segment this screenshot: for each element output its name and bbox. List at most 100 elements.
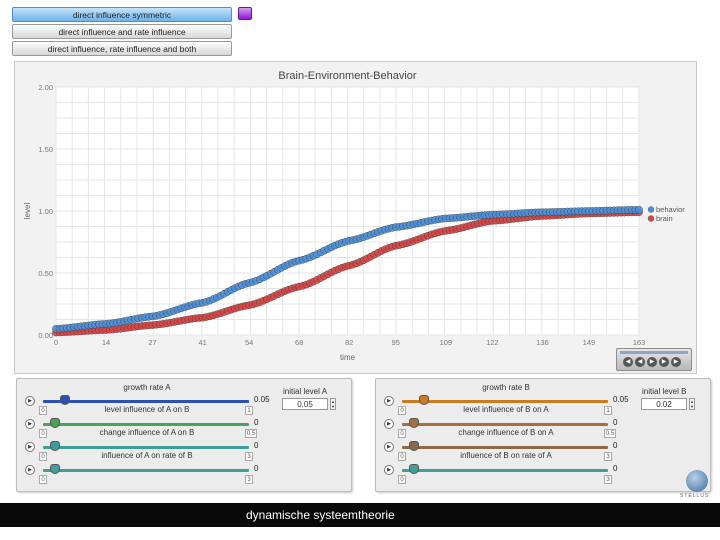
mode-direct-influence-symmetric-button[interactable]: direct influence symmetric	[12, 7, 232, 22]
mode-direct-and-rate-influence-button[interactable]: direct influence and rate influence	[12, 24, 232, 39]
footer-title: dynamische systeemtheorie	[246, 508, 395, 522]
x-tick-label: 14	[102, 338, 110, 347]
b-slider-3-play-icon[interactable]: ▶	[384, 442, 394, 452]
b-slider-3-track[interactable]	[402, 446, 608, 449]
initial-level-b-spinner[interactable]: ▲ ▼	[689, 398, 695, 410]
x-tick-label: 109	[440, 338, 453, 347]
y-tick-label: 2.00	[38, 83, 53, 92]
b-slider-3-thumb[interactable]	[409, 441, 419, 451]
stellus-logo-icon	[686, 470, 708, 492]
b-slider-1-thumb[interactable]	[418, 395, 429, 405]
x-axis-label: time	[340, 353, 356, 362]
x-tick-label: 163	[633, 338, 646, 347]
controls-panel-a: growth rate A initial level A 0.05 ▲ ▼ ▶ 0…	[16, 378, 352, 492]
b-slider-2-min: 0	[398, 429, 406, 438]
a-slider-2-value: 0	[254, 418, 259, 427]
b-slider-1-play-icon[interactable]: ▶	[384, 396, 394, 406]
a-slider-3-label: influence of A on rate of B	[101, 451, 193, 460]
a-slider-3-thumb[interactable]	[50, 441, 60, 451]
y-axis-label: level	[23, 203, 32, 220]
a-slider-1-min: 0	[39, 406, 47, 415]
x-tick-label: 68	[295, 338, 303, 347]
growth-rate-a-label: growth rate A	[123, 383, 171, 392]
b-slider-2-label: change influence of B on A	[458, 428, 554, 437]
a-slider-2-label: change influence of A on B	[99, 428, 195, 437]
x-tick-label: 0	[54, 338, 58, 347]
footer: dynamische systeemtheorie	[0, 498, 720, 540]
y-tick-label: 1.50	[38, 145, 53, 154]
a-slider-4-value: 0	[254, 464, 259, 473]
step-forward-icon[interactable]: ▶	[659, 357, 669, 367]
a-slider-1-thumb[interactable]	[59, 395, 70, 405]
x-tick-label: 149	[583, 338, 596, 347]
a-slider-3-play-icon[interactable]: ▶	[25, 442, 35, 452]
a-slider-2-track[interactable]	[43, 423, 249, 426]
a-slider-1-track[interactable]	[43, 400, 249, 403]
b-slider-4-thumb[interactable]	[409, 464, 419, 474]
b-slider-4-value: 0	[613, 464, 618, 473]
b-slider-4-track[interactable]	[402, 469, 608, 472]
a-slider-3-min: 0	[39, 452, 47, 461]
a-slider-4-play-icon[interactable]: ▶	[25, 465, 35, 475]
step-back-icon[interactable]: ◀	[635, 357, 645, 367]
initial-level-b-label: initial level B	[642, 387, 687, 396]
a-slider-2-max: 0.5	[245, 429, 257, 438]
a-slider-3-value: 0	[254, 441, 259, 450]
legend-brain-label: brain	[656, 214, 673, 223]
b-slider-4-min: 0	[398, 475, 406, 484]
b-slider-1-max: 1	[604, 406, 612, 415]
b-slider-2-play-icon[interactable]: ▶	[384, 419, 394, 429]
b-slider-1-label: level influence of B on A	[463, 405, 549, 414]
stop-button[interactable]	[238, 7, 252, 20]
b-slider-3-label: influence of B on rate of A	[460, 451, 552, 460]
chart-title: Brain-Environment-Behavior	[278, 70, 417, 82]
initial-level-b-input[interactable]: 0.02	[641, 398, 687, 410]
b-slider-3-max: 3	[604, 452, 612, 461]
b-slider-2-max: 0.5	[604, 429, 616, 438]
rewind-icon[interactable]: ◀	[623, 357, 633, 367]
legend-behavior-label: behavior	[656, 205, 685, 214]
x-tick-label: 82	[345, 338, 353, 347]
legend-behavior-marker	[647, 206, 655, 213]
initial-level-a-spinner[interactable]: ▲ ▼	[330, 398, 336, 410]
play-icon[interactable]: ▶	[647, 357, 657, 367]
fast-forward-icon[interactable]: ▶	[671, 357, 681, 367]
b-slider-2-thumb[interactable]	[409, 418, 419, 428]
b-slider-4-max: 3	[604, 475, 612, 484]
playback-progress-bar	[620, 351, 688, 354]
b-slider-1-track[interactable]	[402, 400, 608, 403]
logo-text: STELLUS	[680, 493, 710, 499]
x-tick-label: 27	[148, 338, 156, 347]
a-slider-4-min: 0	[39, 475, 47, 484]
playback-controls: ◀ ◀ ▶ ▶ ▶	[616, 348, 692, 371]
x-tick-label: 136	[536, 338, 549, 347]
b-slider-3-min: 0	[398, 452, 406, 461]
x-tick-label: 41	[198, 338, 206, 347]
x-tick-label: 54	[245, 338, 253, 347]
x-tick-label: 95	[392, 338, 400, 347]
behavior-point	[635, 205, 643, 214]
b-slider-2-value: 0	[613, 418, 618, 427]
b-slider-4-play-icon[interactable]: ▶	[384, 465, 394, 475]
chart-panel: Brain-Environment-Behavior time level 0.00 0…	[14, 61, 697, 374]
a-slider-3-track[interactable]	[43, 446, 249, 449]
a-slider-2-min: 0	[39, 429, 47, 438]
a-slider-1-play-icon[interactable]: ▶	[25, 396, 35, 406]
y-tick-label: 1.00	[38, 207, 53, 216]
initial-level-a-input[interactable]: 0.05	[282, 398, 328, 410]
x-tick-label: 122	[486, 338, 499, 347]
chart-svg: Brain-Environment-Behaviortimelevel0.000…	[23, 70, 685, 362]
a-slider-4-track[interactable]	[43, 469, 249, 472]
b-slider-2-track[interactable]	[402, 423, 608, 426]
a-slider-4-thumb[interactable]	[50, 464, 60, 474]
a-slider-1-value: 0.05	[254, 395, 270, 404]
a-slider-1-max: 1	[245, 406, 253, 415]
b-slider-3-value: 0	[613, 441, 618, 450]
a-slider-2-play-icon[interactable]: ▶	[25, 419, 35, 429]
controls-panel-b: growth rate B initial level B 0.02 ▲ ▼ ▶ 0…	[375, 378, 711, 492]
legend-brain-marker	[647, 215, 655, 222]
footer-bar: dynamische systeemtheorie	[0, 503, 720, 527]
initial-level-a-label: initial level A	[283, 387, 328, 396]
mode-direct-rate-and-both-button[interactable]: direct influence, rate influence and bot…	[12, 41, 232, 56]
a-slider-2-thumb[interactable]	[50, 418, 60, 428]
